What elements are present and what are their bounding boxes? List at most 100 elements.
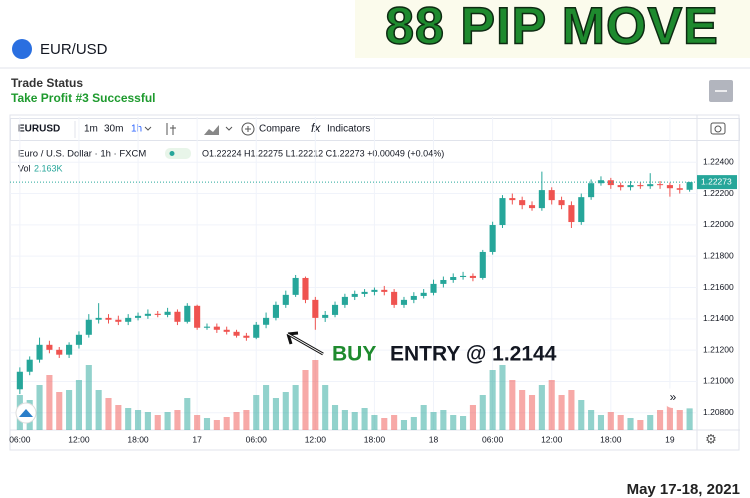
candle-body bbox=[26, 359, 33, 372]
legend-vol-label: Vol bbox=[18, 163, 31, 173]
candle-body bbox=[578, 197, 585, 223]
compare[interactable]: Compare bbox=[259, 124, 301, 135]
volume-bar bbox=[85, 365, 92, 430]
x-tick-label: 18:00 bbox=[600, 434, 622, 444]
volume-bar bbox=[36, 385, 43, 430]
interval[interactable]: 30m bbox=[104, 124, 123, 135]
candle-body bbox=[115, 319, 122, 322]
arrow-core bbox=[287, 333, 324, 355]
volume-bar bbox=[312, 360, 319, 430]
volume-bar bbox=[361, 408, 368, 430]
candle-body bbox=[597, 180, 605, 184]
dropdown-icon[interactable] bbox=[144, 126, 152, 131]
last-price-box bbox=[697, 175, 737, 190]
volume-bar bbox=[282, 392, 289, 430]
volume-bar bbox=[666, 405, 673, 430]
candle-body bbox=[302, 277, 309, 300]
volume-bar bbox=[233, 412, 240, 430]
volume-bar bbox=[460, 416, 467, 430]
x-tick-label: 18:00 bbox=[364, 434, 386, 444]
candle-body bbox=[440, 279, 447, 284]
area-icon[interactable] bbox=[204, 125, 219, 135]
volume-bar bbox=[253, 395, 260, 430]
x-tick-label: 17 bbox=[192, 434, 202, 444]
candle-body bbox=[558, 200, 565, 206]
candle-body bbox=[46, 344, 53, 350]
candle-body bbox=[16, 371, 23, 390]
toolbar-symbol[interactable]: EURUSD bbox=[18, 124, 60, 135]
candle-body bbox=[607, 180, 614, 186]
chart-type-icon[interactable] bbox=[166, 123, 176, 135]
volume-bar bbox=[509, 380, 516, 430]
volume-bar bbox=[391, 415, 398, 430]
volume-bar bbox=[528, 395, 536, 430]
dropdown-icon[interactable] bbox=[225, 126, 233, 131]
candle-body bbox=[568, 205, 575, 223]
annotation-entry: ENTRY @ 1.2144 bbox=[390, 343, 557, 366]
candle-body bbox=[282, 294, 289, 305]
compare-icon[interactable] bbox=[241, 122, 255, 136]
volume-bar bbox=[56, 392, 63, 430]
legend-symbol: Euro / U.S. Dollar · 1h · FXCM bbox=[18, 149, 146, 160]
volume-bar bbox=[548, 380, 555, 430]
volume-bar bbox=[381, 418, 388, 430]
volume-bar bbox=[223, 417, 230, 430]
x-tick-label: 18:00 bbox=[127, 434, 149, 444]
legend-ohlc: O1.22224 H1.22275 L1.22212 C1.22273 +0.0… bbox=[202, 148, 444, 158]
candle-body bbox=[105, 317, 112, 320]
volume-bar bbox=[686, 408, 693, 430]
candle-body bbox=[56, 349, 63, 355]
candle-body bbox=[95, 317, 102, 320]
interval[interactable]: 1h bbox=[131, 124, 142, 135]
candle-body bbox=[341, 296, 348, 305]
indicators-icon[interactable]: fx bbox=[311, 121, 321, 135]
x-tick-label: 12:00 bbox=[541, 434, 563, 444]
x-tick-label: 12:00 bbox=[305, 434, 327, 444]
volume-bar bbox=[578, 400, 585, 430]
candle-body bbox=[75, 334, 82, 345]
candle-body bbox=[548, 190, 555, 201]
volume-bar bbox=[627, 418, 634, 430]
volume-bar bbox=[243, 410, 250, 430]
volume-bar bbox=[479, 395, 486, 430]
x-tick-label: 06:00 bbox=[246, 434, 268, 444]
volume-bar bbox=[302, 370, 309, 430]
volume-bar bbox=[322, 385, 329, 430]
indicators[interactable]: Indicators bbox=[327, 124, 370, 135]
x-tick-label: 19 bbox=[665, 434, 675, 444]
settings-icon[interactable]: ⚙ bbox=[705, 431, 717, 446]
volume-bar bbox=[607, 412, 614, 430]
volume-bar bbox=[637, 420, 644, 430]
volume-bar bbox=[410, 417, 417, 430]
status: Take Profit #3 Successful bbox=[11, 91, 156, 105]
scroll-button[interactable] bbox=[663, 388, 683, 408]
symbol-icon bbox=[12, 39, 32, 59]
market-dot bbox=[169, 151, 175, 156]
candle-body bbox=[479, 251, 486, 278]
candle-body bbox=[617, 185, 624, 188]
candle-body bbox=[292, 277, 299, 295]
camera-icon[interactable] bbox=[710, 122, 726, 135]
volume-bar bbox=[400, 420, 408, 430]
candle-body bbox=[489, 225, 496, 252]
plot-border bbox=[9, 114, 740, 451]
volume-bar bbox=[292, 385, 299, 430]
banner: 88 PIP MOVE bbox=[385, 0, 719, 56]
candle-body bbox=[174, 311, 181, 322]
candle-body bbox=[371, 289, 378, 292]
volume-bar bbox=[499, 365, 506, 430]
interval[interactable]: 1m bbox=[84, 124, 98, 135]
banner-bg bbox=[355, 0, 750, 58]
candle-body bbox=[637, 185, 644, 187]
volume-bar bbox=[341, 410, 348, 430]
scroll-icon: » bbox=[670, 390, 677, 404]
candle-body bbox=[460, 275, 467, 278]
x-tick-label: 06:00 bbox=[9, 434, 31, 444]
volume-bar bbox=[184, 398, 191, 430]
candle-body bbox=[469, 275, 476, 278]
status-title: Trade Status bbox=[11, 76, 83, 90]
volume-bar bbox=[489, 370, 496, 430]
candle-body bbox=[657, 184, 664, 186]
volume-bar bbox=[676, 410, 683, 430]
